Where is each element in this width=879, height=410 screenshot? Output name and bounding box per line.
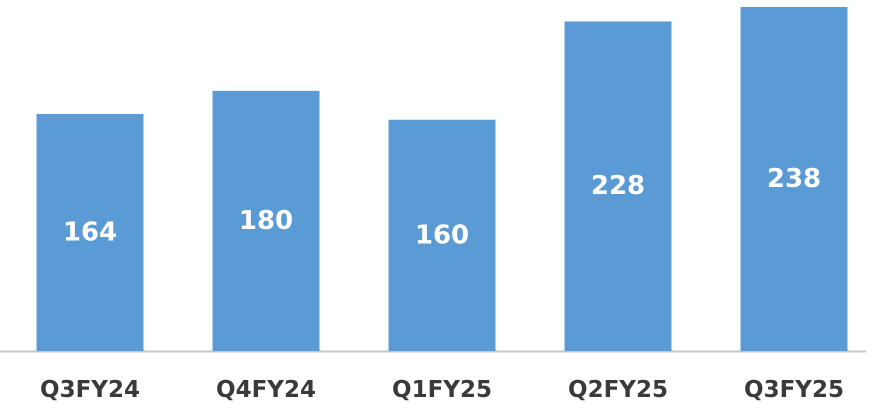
x-tick-label: Q1FY25: [392, 377, 492, 403]
bar: [740, 7, 848, 351]
value-label: 160: [415, 220, 469, 250]
bar: [564, 21, 672, 351]
value-label: 180: [239, 206, 293, 236]
value-label: 238: [767, 164, 821, 194]
value-label: 228: [591, 171, 645, 201]
x-tick-label: Q4FY24: [216, 377, 316, 403]
x-tick-label: Q3FY25: [744, 377, 844, 403]
bar: [212, 90, 320, 351]
x-tick-label: Q3FY24: [40, 377, 140, 403]
bar: [388, 119, 496, 351]
bar: [36, 113, 144, 352]
value-label: 164: [63, 217, 117, 247]
x-tick-label: Q2FY25: [568, 377, 668, 403]
